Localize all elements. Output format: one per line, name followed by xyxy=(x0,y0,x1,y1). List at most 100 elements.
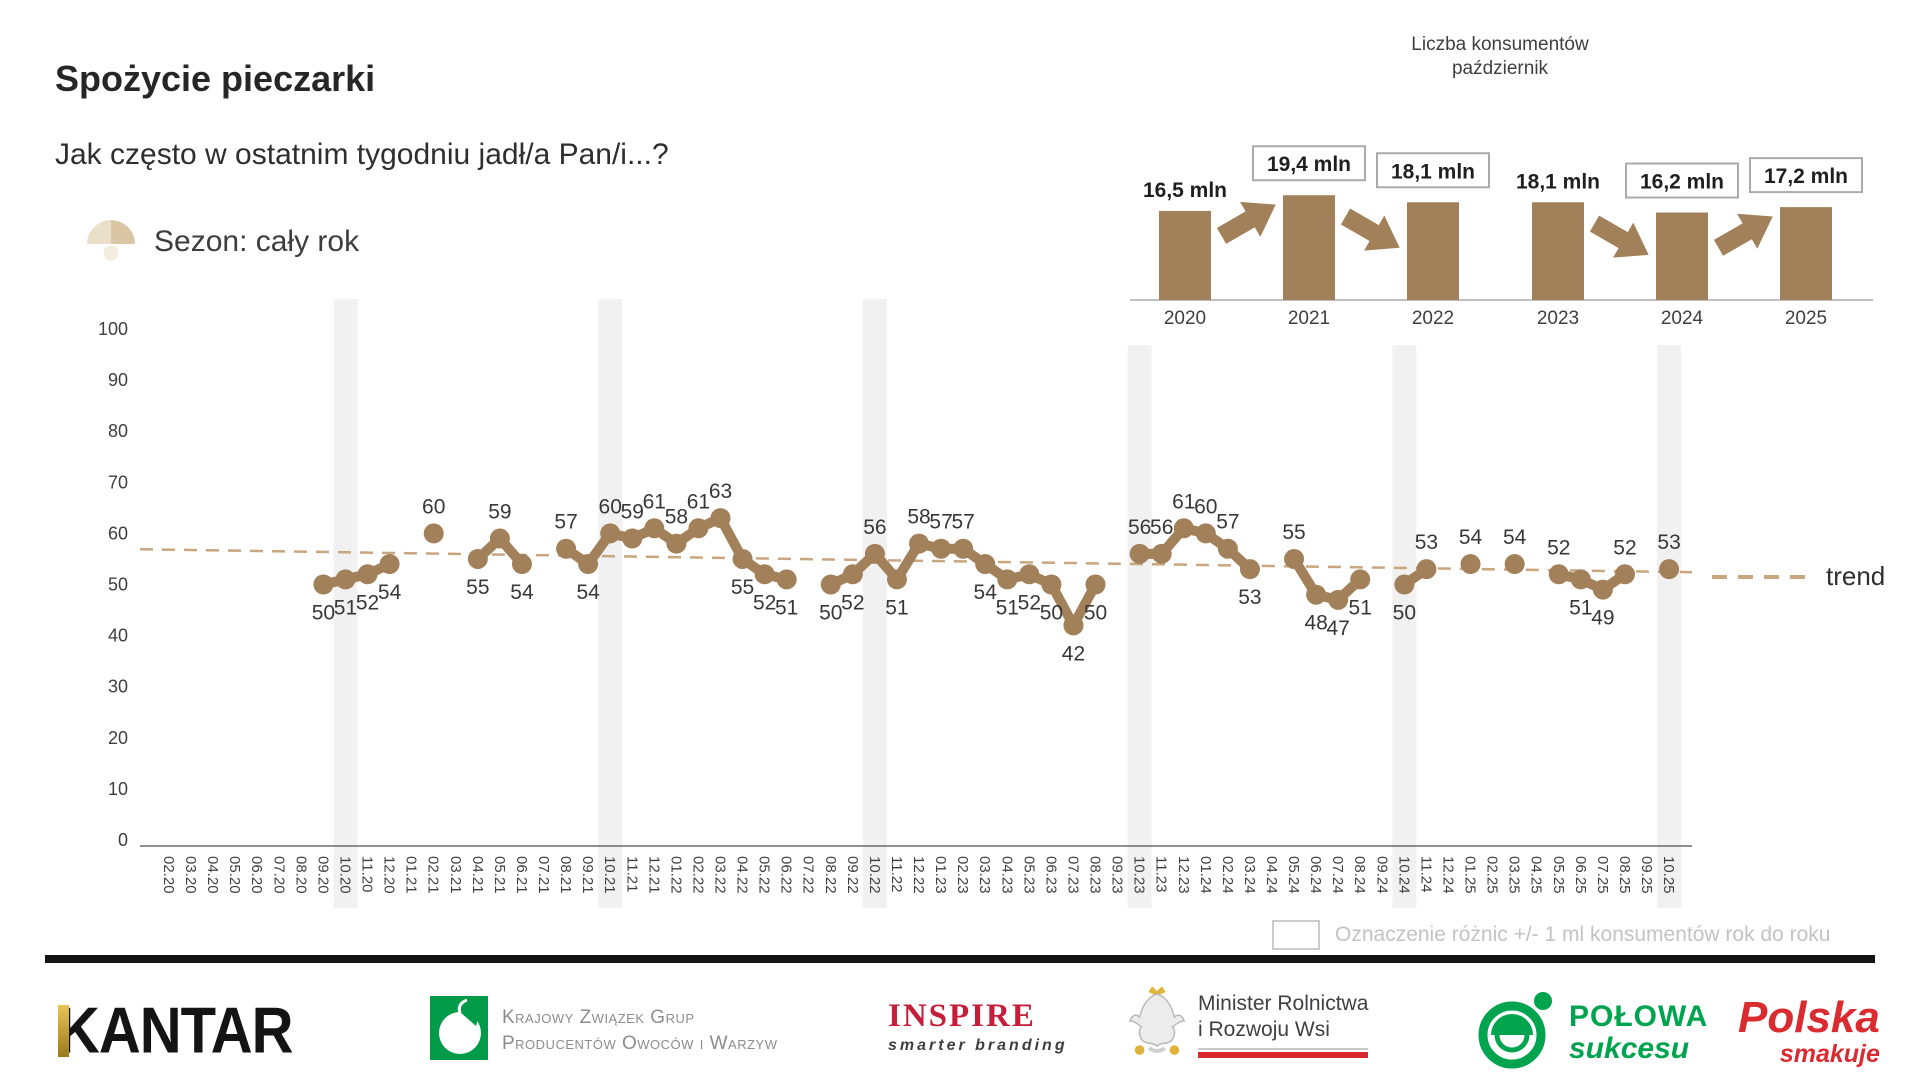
highlight-band xyxy=(333,299,358,908)
kzgpow-logo-text: Krajowy Związek Grup Producentów Owoców … xyxy=(502,1005,777,1056)
x-axis-label: 02.23 xyxy=(954,856,971,894)
x-axis-label: 11.21 xyxy=(623,856,640,892)
data-point-label: 57 xyxy=(951,511,974,534)
data-point xyxy=(1394,574,1415,595)
x-axis-label: 02.25 xyxy=(1484,856,1501,894)
minister-logo: Minister Rolnictwa i Rozwoju Wsi xyxy=(1128,984,1369,1065)
data-point-label: 54 xyxy=(378,581,402,604)
data-point-label: 52 xyxy=(1018,591,1041,614)
data-point-label: 54 xyxy=(974,581,998,604)
data-point xyxy=(842,564,863,585)
consumer-bar xyxy=(1283,195,1335,300)
consumer-value-box xyxy=(1252,145,1366,182)
data-point xyxy=(511,554,532,575)
trend-legend-label: trend xyxy=(1826,561,1885,591)
data-point xyxy=(357,564,378,585)
data-point xyxy=(423,523,444,544)
consumer-year-label: 2022 xyxy=(1412,308,1454,329)
x-axis-label: 12.24 xyxy=(1439,856,1456,894)
data-point xyxy=(1460,554,1481,575)
data-point xyxy=(600,523,621,544)
x-axis-label: 01.23 xyxy=(932,856,949,894)
x-axis-label: 12.23 xyxy=(1175,856,1192,894)
x-axis-label: 08.22 xyxy=(822,856,839,894)
season-label: Sezon: cały rok xyxy=(154,224,360,258)
x-axis-label: 12.21 xyxy=(645,856,662,894)
x-axis-label: 12.20 xyxy=(381,856,398,894)
x-axis-label: 10.20 xyxy=(336,856,353,894)
data-point xyxy=(1063,615,1084,636)
minister-logo-text: Minister Rolnictwa i Rozwoju Wsi xyxy=(1198,991,1368,1044)
data-point xyxy=(489,528,510,549)
data-point xyxy=(776,569,797,590)
data-point xyxy=(1151,543,1172,564)
consumers-title-line2: październik xyxy=(1452,58,1549,79)
difference-legend: Oznaczenie różnic +/- 1 ml konsumentów r… xyxy=(1272,920,1830,950)
x-axis-label: 06.25 xyxy=(1572,856,1589,894)
data-point-label: 59 xyxy=(621,501,644,524)
arrow-up-icon xyxy=(1713,213,1773,256)
x-axis-label: 03.25 xyxy=(1506,856,1523,894)
data-point-label: 50 xyxy=(312,602,335,625)
inspire-tagline: smarter branding xyxy=(888,1037,1068,1054)
x-axis-label: 11.20 xyxy=(359,856,376,892)
data-point-label: 60 xyxy=(1194,495,1217,518)
x-axis-label: 10.24 xyxy=(1395,856,1412,894)
x-axis-label: 10.25 xyxy=(1660,856,1677,894)
y-axis-label: 30 xyxy=(108,677,128,697)
data-point-label: 51 xyxy=(885,596,908,619)
y-axis-label: 50 xyxy=(108,575,128,595)
consumer-bar xyxy=(1780,207,1832,300)
arrow-up-icon xyxy=(1216,201,1276,244)
data-point xyxy=(754,564,775,585)
x-axis-label: 05.24 xyxy=(1285,856,1302,894)
consumer-value-label: 17,2 mln xyxy=(1764,165,1848,188)
survey-question: Jak często w ostatnim tygodniu jadł/a Pa… xyxy=(55,138,669,171)
polska-line1: Polska xyxy=(1738,993,1880,1042)
data-point-label: 57 xyxy=(1216,511,1239,534)
data-point-label: 57 xyxy=(929,511,952,534)
highlight-band xyxy=(598,299,623,908)
y-axis-label: 90 xyxy=(108,370,128,390)
data-point-label: 56 xyxy=(1150,516,1173,539)
x-axis-label: 05.23 xyxy=(1020,856,1037,894)
data-point-label: 51 xyxy=(775,596,798,619)
data-point-label: 52 xyxy=(356,591,379,614)
consumer-value-box xyxy=(1376,152,1490,189)
consumer-value-label: 16,2 mln xyxy=(1640,171,1724,194)
consumer-year-label: 2024 xyxy=(1661,308,1704,329)
x-axis-label: 04.23 xyxy=(998,856,1015,894)
data-point xyxy=(1019,564,1040,585)
data-point xyxy=(1592,579,1613,600)
highlight-band xyxy=(862,299,887,908)
data-point-label: 48 xyxy=(1304,612,1327,635)
data-point xyxy=(666,533,687,554)
data-point xyxy=(1659,559,1680,580)
data-point xyxy=(997,569,1018,590)
arrow-down-icon xyxy=(1589,215,1649,258)
x-axis-label: 11.24 xyxy=(1417,856,1434,892)
consumer-year-label: 2020 xyxy=(1164,308,1206,329)
data-point xyxy=(1570,569,1591,590)
x-axis-label: 11.23 xyxy=(1153,856,1170,892)
inspire-logo: INSPIRE smarter branding xyxy=(888,998,1068,1055)
data-point xyxy=(313,574,334,595)
consumer-bar xyxy=(1532,202,1584,300)
y-axis-label: 100 xyxy=(98,319,128,339)
kantar-logo-text: KANTAR xyxy=(58,994,294,1067)
x-axis-label: 09.21 xyxy=(579,856,596,894)
data-point xyxy=(975,554,996,575)
data-point xyxy=(1195,523,1216,544)
data-point-label: 51 xyxy=(334,596,357,619)
x-axis-label: 09.22 xyxy=(844,856,861,894)
trend-line xyxy=(139,547,1693,574)
y-axis-label: 10 xyxy=(108,779,128,799)
x-axis-label: 10.23 xyxy=(1131,856,1148,894)
x-axis-label: 08.24 xyxy=(1351,856,1368,894)
x-axis-label: 02.22 xyxy=(689,856,706,894)
flag-underline xyxy=(1198,1048,1369,1059)
highlight-band xyxy=(1392,345,1417,908)
x-axis-label: 05.22 xyxy=(756,856,773,894)
x-axis-label: 04.25 xyxy=(1528,856,1545,894)
